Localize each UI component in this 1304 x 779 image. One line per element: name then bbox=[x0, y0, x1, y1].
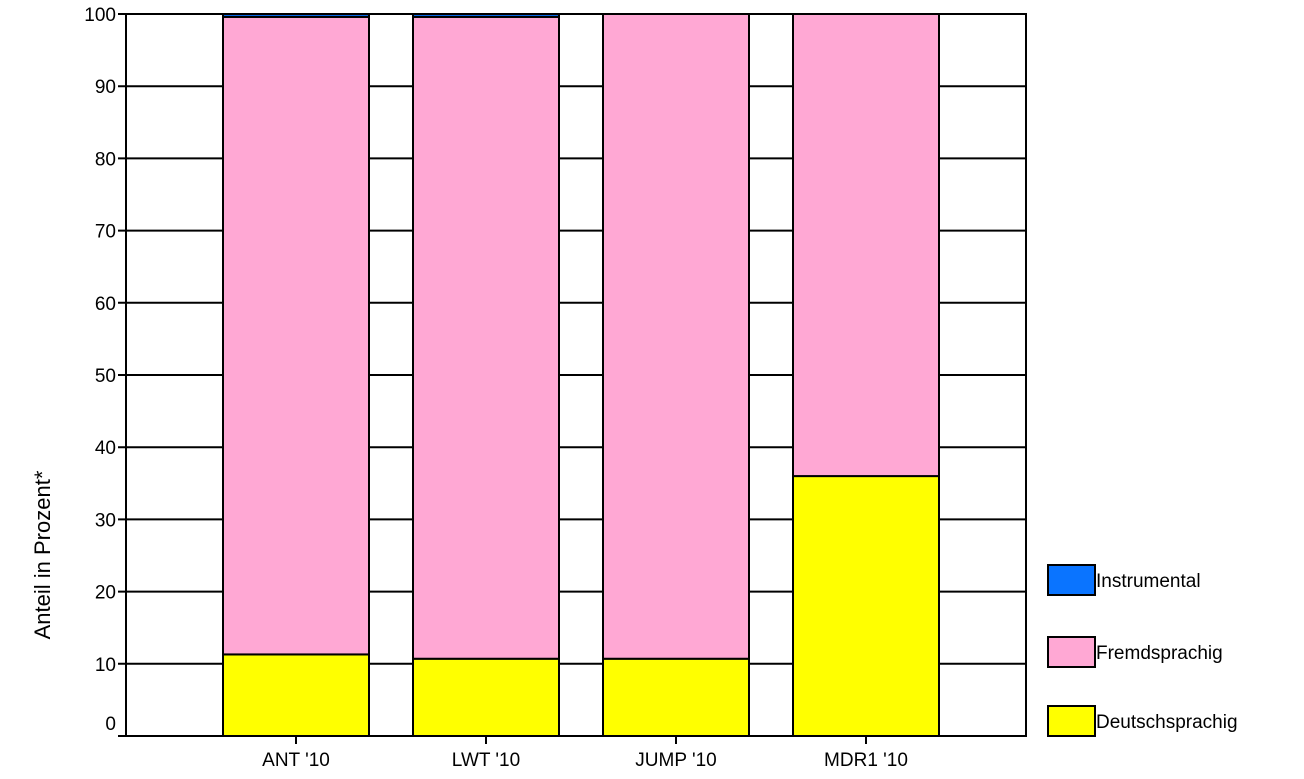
legend-label-fremdsprachig: Fremdsprachig bbox=[1096, 643, 1223, 664]
y-tick-label: 90 bbox=[95, 77, 116, 98]
bar-fremdsprachig-1 bbox=[412, 15, 560, 660]
legend-swatch-fremdsprachig bbox=[1047, 636, 1096, 668]
y-tick-label: 70 bbox=[95, 222, 116, 243]
y-tick-label: 30 bbox=[95, 510, 116, 531]
legend-label-deutschsprachig: Deutschsprachig bbox=[1096, 712, 1238, 733]
y-tick-label: 20 bbox=[95, 583, 116, 604]
legend-label-instrumental: Instrumental bbox=[1096, 571, 1201, 592]
x-tick-label: JUMP '10 bbox=[635, 750, 716, 771]
legend: Instrumental Fremdsprachig Deutschsprachig bbox=[1047, 564, 1238, 737]
y-axis-title: Anteil in Prozent* bbox=[30, 470, 55, 639]
bar-deutschsprachig-3 bbox=[792, 475, 940, 737]
x-tick-label: ANT '10 bbox=[262, 750, 330, 771]
bar-fremdsprachig-3 bbox=[792, 13, 940, 478]
legend-swatch-instrumental bbox=[1047, 564, 1096, 596]
bar-fremdsprachig-2 bbox=[602, 13, 750, 660]
x-tick-label: LWT '10 bbox=[452, 750, 520, 771]
x-tick-labels: ANT '10 LWT '10 JUMP '10 MDR1 '10 bbox=[262, 736, 908, 771]
y-tick-label: 60 bbox=[95, 294, 116, 315]
y-tick-label: 40 bbox=[95, 438, 116, 459]
y-tick-label: 100 bbox=[84, 5, 116, 26]
y-tick-label: 0 bbox=[105, 714, 116, 735]
bar-fremdsprachig-0 bbox=[222, 15, 370, 656]
bars bbox=[222, 13, 940, 737]
legend-swatch-deutschsprachig bbox=[1047, 705, 1096, 737]
y-tick-labels: 0 10 20 30 40 50 60 70 80 90 100 bbox=[84, 5, 116, 735]
bar-deutschsprachig-1 bbox=[412, 657, 560, 737]
x-tick-label: MDR1 '10 bbox=[824, 750, 908, 771]
plot-frame bbox=[125, 13, 1027, 737]
y-tick-label: 10 bbox=[95, 655, 116, 676]
y-tick-label: 50 bbox=[95, 366, 116, 387]
bar-deutschsprachig-0 bbox=[222, 653, 370, 737]
bar-deutschsprachig-2 bbox=[602, 657, 750, 737]
y-tick-label: 80 bbox=[95, 149, 116, 170]
